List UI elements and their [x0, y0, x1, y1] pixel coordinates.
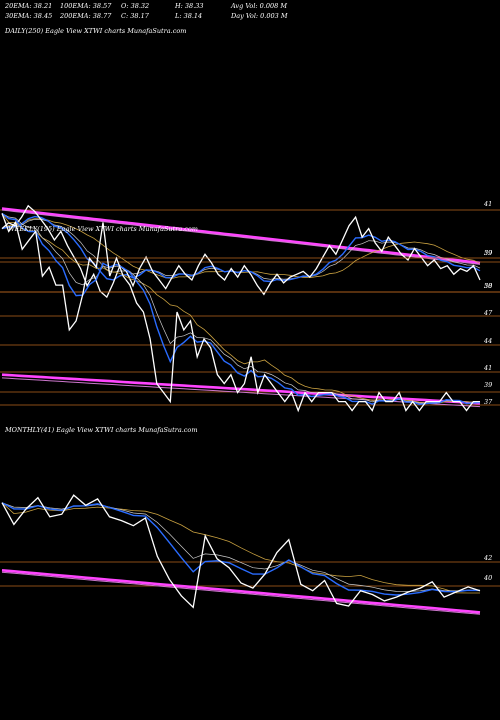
- ema200-readout: 200EMA: 38.77: [60, 12, 112, 20]
- weekly-ytick: 59: [484, 249, 492, 257]
- monthly-ema20-line: [1, 502, 481, 596]
- ema30-readout: 30EMA: 38.45: [5, 12, 53, 20]
- daily-ytick: 39: [484, 249, 492, 257]
- ema20-readout: 20EMA: 38.21: [5, 2, 53, 10]
- weekly-ema100-line: [1, 377, 481, 408]
- daily-ytick: 38: [484, 282, 492, 290]
- weekly-panel-label: WEEKLY(195) Eagle View XTWI charts Munaf…: [8, 225, 198, 233]
- weekly-ytick: 44: [483, 337, 492, 345]
- weekly-ytick: 39: [484, 381, 492, 389]
- high-readout: H: 38.33: [175, 2, 204, 10]
- open-readout: O: 38.32: [121, 2, 150, 10]
- daily-panel-label: DAILY(250) Eagle View XTWI charts Munafa…: [5, 27, 187, 35]
- weekly-ytick: 47: [483, 309, 493, 317]
- weekly-ema20-line: [1, 212, 481, 406]
- weekly-ytick: 50: [484, 282, 492, 290]
- monthly-ytick: 42: [483, 554, 492, 562]
- monthly-ema100-line: [1, 571, 481, 615]
- low-readout: L: 38.14: [175, 12, 203, 20]
- close-readout: C: 38.17: [121, 12, 149, 20]
- monthly-panel-label: MONTHLY(41) Eagle View XTWI charts Munaf…: [5, 426, 198, 434]
- weekly-ytick: 41: [483, 364, 492, 372]
- weekly-price-line: [1, 213, 480, 413]
- daily-price-line: [1, 204, 481, 299]
- ema100-readout: 100EMA: 38.57: [60, 2, 112, 10]
- monthly-ema200-line: [1, 569, 481, 614]
- avg-vol-readout: Avg Vol: 0.008 M: [231, 2, 288, 10]
- daily-ema100-line: [1, 209, 481, 265]
- weekly-ytick: 37: [484, 398, 493, 406]
- day-vol-readout: Day Vol: 0.003 M: [231, 12, 288, 20]
- daily-ytick: 41: [483, 200, 492, 208]
- monthly-ytick: 40: [483, 574, 492, 582]
- monthly-ma-gold-line: [1, 502, 480, 594]
- monthly-price-line: [1, 494, 481, 609]
